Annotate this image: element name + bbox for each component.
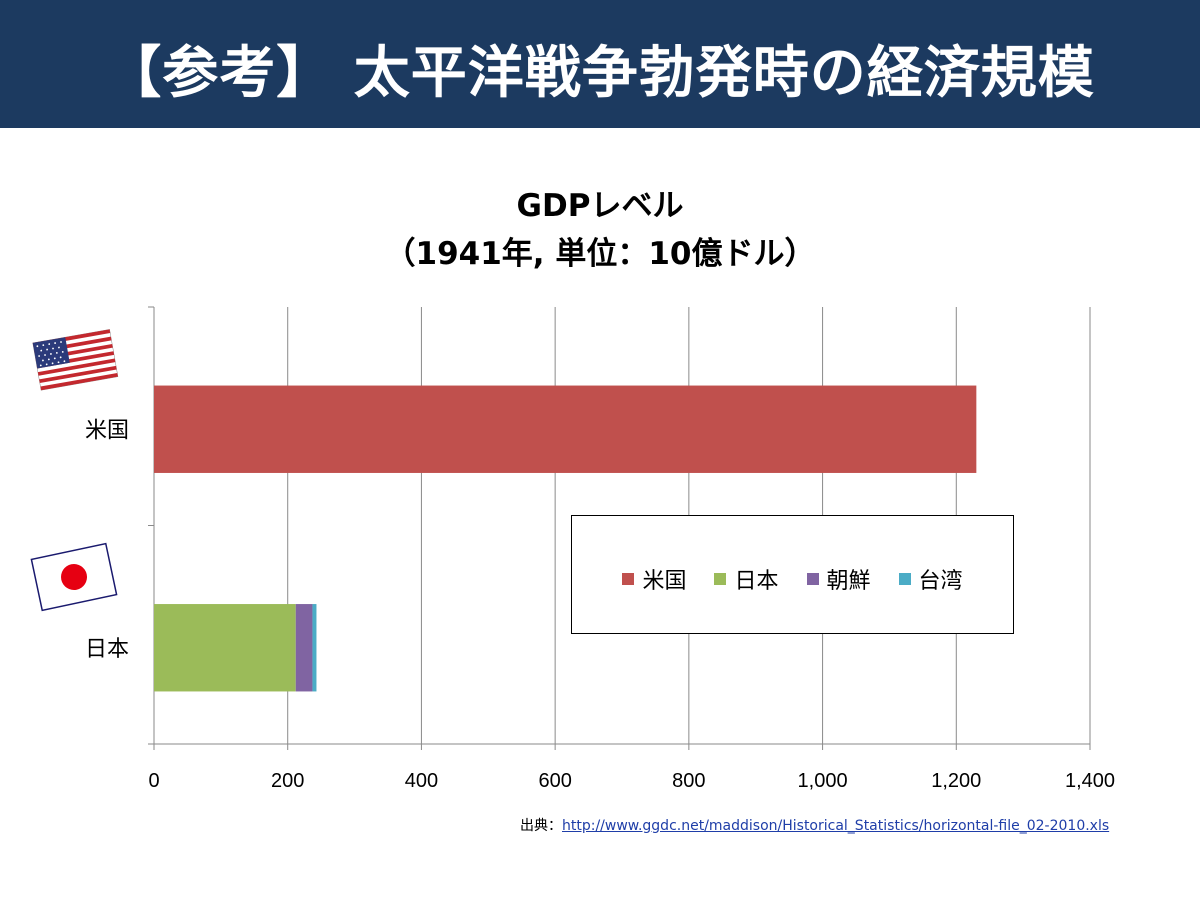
x-tick-label: 400 <box>405 770 438 792</box>
legend-swatch <box>898 573 911 585</box>
legend-label: 台湾 <box>918 569 963 594</box>
x-tick-label: 1,200 <box>931 770 981 792</box>
legend-swatch <box>714 573 727 585</box>
legend-label: 日本 <box>734 569 779 594</box>
x-tick-label: 600 <box>538 770 571 792</box>
x-tick-label: 1,000 <box>798 770 848 792</box>
source-link[interactable]: http://www.ggdc.net/maddison/Historical_… <box>562 818 1110 834</box>
usa-flag-icon <box>32 329 119 391</box>
category-label: 日本 <box>85 637 129 662</box>
bar-台湾 <box>312 604 317 692</box>
legend-item-usa: 米国 <box>622 563 686 595</box>
source-prefix: 出典： <box>520 818 562 834</box>
bar-朝鮮 <box>295 604 313 692</box>
x-tick-label: 800 <box>672 770 705 792</box>
chart-title-line2: （1941年, 単位：10億ドル） <box>384 236 816 272</box>
legend-swatch <box>806 573 819 585</box>
bar-米国 <box>154 385 977 473</box>
chart-title-line1: GDPレベル <box>516 188 684 224</box>
chart-legend: 米国 日本 朝鮮 台湾 <box>571 515 1014 634</box>
x-tick-label: 1,400 <box>1065 770 1115 792</box>
legend-item-japan: 日本 <box>714 563 779 595</box>
x-tick-label: 0 <box>148 770 159 792</box>
category-label: 米国 <box>85 418 129 443</box>
legend-item-korea: 朝鮮 <box>806 563 871 595</box>
bar-日本 <box>154 604 296 692</box>
legend-swatch <box>622 573 635 585</box>
legend-label: 米国 <box>642 569 687 594</box>
legend-label: 朝鮮 <box>826 569 871 594</box>
title-bar: 【参考】 太平洋戦争勃発時の経済規模 <box>0 0 1200 128</box>
source-note: 出典：http://www.ggdc.net/maddison/Historic… <box>520 815 1109 835</box>
slide-title: 【参考】 太平洋戦争勃発時の経済規模 <box>105 41 1095 106</box>
japan-flag-icon <box>30 542 118 612</box>
legend-item-taiwan: 台湾 <box>898 563 963 595</box>
x-tick-label: 200 <box>271 770 304 792</box>
